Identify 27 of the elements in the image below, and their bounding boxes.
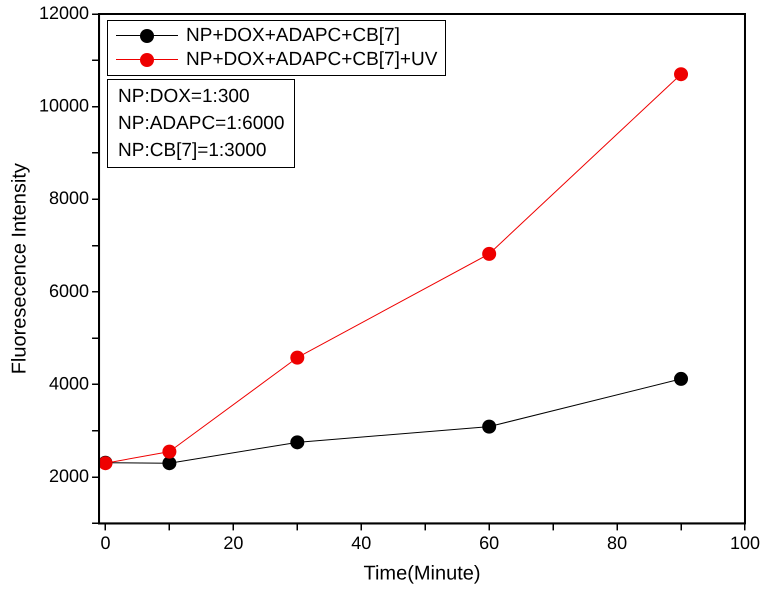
- x-tick-label: 0: [100, 533, 110, 554]
- point: [162, 444, 176, 459]
- annotation: NP:ADAPC=1:6000: [118, 112, 284, 136]
- legend-label: NP+DOX+ADAPC+CB[7]: [186, 25, 400, 47]
- y-tick-label: 4000: [49, 373, 90, 394]
- point: [162, 456, 176, 470]
- y-axis-title: Fluoresecence Intensity: [8, 163, 31, 374]
- point: [482, 420, 496, 434]
- point: [482, 246, 496, 261]
- legend-label: NP+DOX+ADAPC+CB[7]+UV: [186, 49, 438, 71]
- x-tick-label: 40: [351, 533, 372, 554]
- annotation: NP:DOX=1:300: [118, 85, 251, 109]
- annotation: NP:CB[7]=1:3000: [118, 139, 268, 163]
- point: [674, 67, 688, 82]
- y-tick-label: 12000: [38, 2, 90, 23]
- y-tick-label: 6000: [49, 280, 90, 301]
- y-tick-label: 8000: [49, 188, 90, 208]
- y-tick-label: 10000: [38, 96, 90, 116]
- x-tick-label: 60: [479, 533, 500, 554]
- x-axis-title: Time(Minute): [363, 562, 481, 585]
- point: [290, 350, 304, 365]
- x-tick-label: 100: [730, 533, 760, 554]
- point: [674, 372, 688, 386]
- y-tick-label: 2000: [49, 466, 90, 486]
- x-tick-label: 20: [223, 533, 244, 554]
- point: [290, 435, 304, 450]
- x-tick-label: 80: [607, 533, 628, 554]
